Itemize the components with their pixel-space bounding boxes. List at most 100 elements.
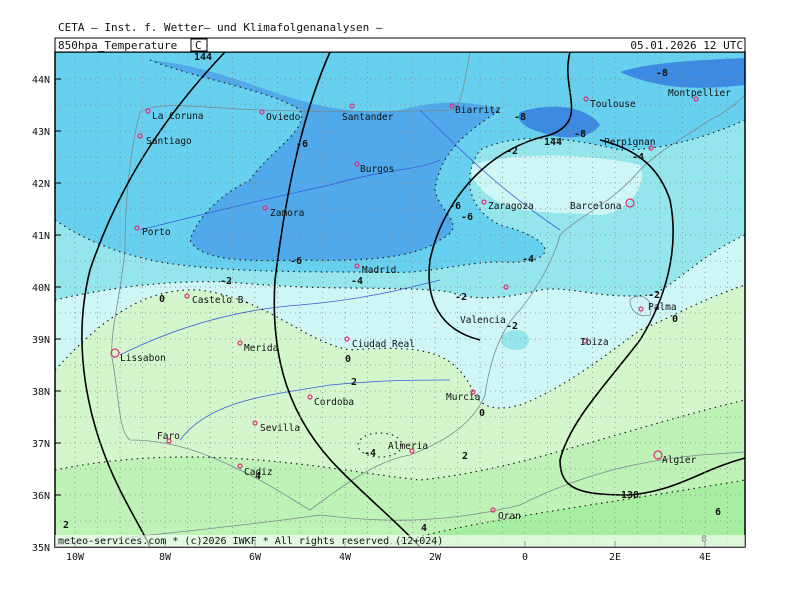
- contour-label: -4: [632, 152, 644, 163]
- city-label: Toulouse: [590, 99, 636, 110]
- field-name: 850hpa_Temperature: [58, 39, 177, 52]
- contour-label: -6: [290, 256, 302, 267]
- cities: La Coruna Oviedo Santander Biarritz Toulouse…: [110, 88, 731, 522]
- city-marker: [344, 336, 350, 342]
- lat-label: 38N: [32, 387, 50, 398]
- contour-label: 138: [621, 490, 639, 501]
- contour-label: 2: [462, 451, 468, 462]
- contour-label: -2: [506, 321, 518, 332]
- city-marker: [307, 394, 313, 400]
- city-marker: [145, 108, 151, 114]
- city-label: Perpignan: [604, 137, 655, 148]
- field-blue-3: [518, 58, 745, 138]
- header-bar: [54, 37, 746, 53]
- contour-label: 144: [194, 52, 212, 63]
- city-label: Zaragoza: [488, 201, 534, 212]
- city-marker: [349, 103, 355, 109]
- footer: meteo-services.com * (c)2026 IWKF * All …: [58, 536, 443, 547]
- city-label: Palma: [648, 302, 677, 313]
- city-marker: [252, 420, 258, 426]
- city-marker: [409, 448, 415, 454]
- city-marker: [625, 198, 635, 208]
- contour-label: 6: [715, 507, 721, 518]
- city-label: Algier: [662, 455, 697, 466]
- city-marker: [184, 293, 190, 299]
- city-label: Montpellier: [668, 88, 731, 99]
- contour-label: -2: [455, 292, 467, 303]
- contour-label: 2: [351, 377, 357, 388]
- river-tajo: [119, 279, 441, 356]
- height-line-1: [81, 51, 226, 548]
- lat-label: 41N: [32, 231, 50, 242]
- city-label: La Coruna: [152, 111, 203, 122]
- city-label: Oran: [498, 511, 521, 522]
- lon-label: 8W: [159, 552, 172, 563]
- field-blue-2: [150, 60, 500, 261]
- lat-label: 39N: [32, 335, 50, 346]
- city-marker: [354, 263, 360, 269]
- city-marker: [237, 463, 243, 469]
- city-marker: [166, 438, 172, 444]
- contour-label: -4: [522, 254, 534, 265]
- lon-label: 10W: [66, 552, 85, 563]
- footer-bar: [55, 535, 745, 547]
- isotherm-minus2: [54, 234, 746, 301]
- city-label: Biarritz: [455, 105, 501, 116]
- contour-label: 0: [479, 408, 485, 419]
- lat-label: 42N: [32, 179, 50, 190]
- city-label: Zamora: [270, 208, 304, 219]
- city-label: Madrid: [362, 265, 396, 276]
- datetime: 05.01.2026 12 UTC: [630, 39, 743, 52]
- contour-label: -6: [449, 201, 461, 212]
- city-marker: [648, 145, 654, 151]
- contour-label: -2: [648, 290, 660, 301]
- contour-label: 0: [345, 354, 351, 365]
- city-marker: [137, 133, 143, 139]
- grid: 44N 43N 42N 41N 40N 39N 38N 37N 36N 35N 10W 8W 6W 4W 2…: [32, 52, 745, 563]
- field-cyan-3: [470, 155, 642, 215]
- isotherm-minus4: [54, 119, 746, 274]
- unit-box: [190, 38, 208, 52]
- city-label: Valencia: [460, 315, 506, 326]
- city-marker: [470, 389, 476, 395]
- lat-label: 44N: [32, 75, 50, 86]
- city-label: Ciudad Real: [352, 339, 415, 350]
- contour-label: -4: [364, 448, 376, 459]
- lon-label: 2E: [609, 552, 621, 563]
- contour-label: -2: [220, 276, 232, 287]
- lat-label: 40N: [32, 283, 50, 294]
- city-label: Merida: [244, 343, 278, 354]
- lon-label: 2W: [429, 552, 442, 563]
- contour-label: -8: [574, 129, 586, 140]
- contour-label: 144: [544, 137, 562, 148]
- city-marker: [481, 199, 487, 205]
- field-green-3: [380, 480, 745, 547]
- city-label: Cadiz: [244, 467, 273, 478]
- city-label: Ibiza: [580, 337, 609, 348]
- city-marker: [259, 109, 265, 115]
- city-label: Porto: [142, 227, 171, 238]
- geopotential: [81, 51, 746, 548]
- city-label: Burgos: [360, 164, 394, 175]
- contour-label: -6: [461, 212, 473, 223]
- city-label: Castelo B.: [192, 295, 249, 306]
- city-marker: [583, 96, 589, 102]
- contour-label: 2: [63, 520, 69, 531]
- header-title: CETA – Inst. f. Wetter– und Klimafolgena…: [58, 21, 383, 34]
- city-label: Cordoba: [314, 397, 354, 408]
- contour-label: 0: [672, 314, 678, 325]
- city-marker: [693, 96, 699, 102]
- lat-label: 37N: [32, 439, 50, 450]
- city-label: Murcia: [446, 392, 480, 403]
- contour-label: 4: [421, 523, 427, 534]
- city-marker: [582, 338, 588, 344]
- city-label: Barcelona: [570, 201, 621, 212]
- city-marker: [490, 507, 496, 513]
- city-marker: [638, 306, 644, 312]
- city-marker: [262, 205, 268, 211]
- city-label: Almeria: [388, 441, 428, 452]
- contour-label: 0: [159, 294, 165, 305]
